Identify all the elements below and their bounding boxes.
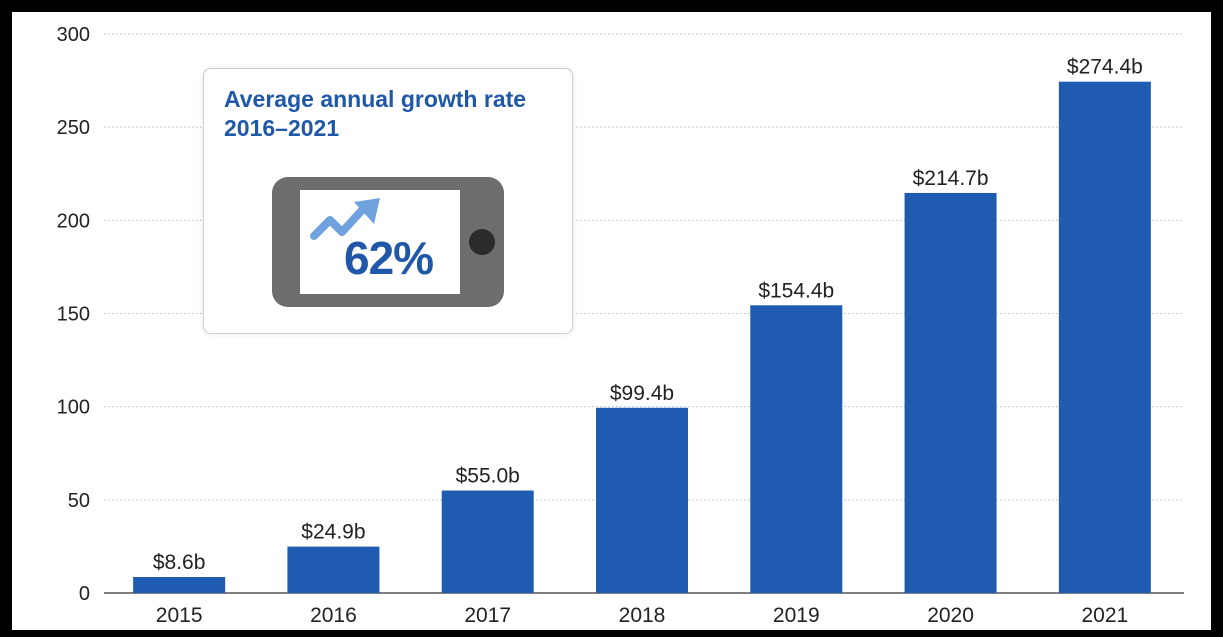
x-tick-label: 2019 bbox=[773, 604, 820, 627]
bar bbox=[441, 490, 534, 593]
y-tick-label: 0 bbox=[79, 583, 90, 605]
bar-value-label: $24.9b bbox=[301, 521, 365, 544]
y-tick-label: 50 bbox=[68, 490, 90, 512]
bar bbox=[133, 576, 226, 593]
bar bbox=[596, 407, 688, 593]
phone-icon: 62% bbox=[272, 177, 504, 307]
bar bbox=[1058, 81, 1151, 594]
x-tick-label: 2020 bbox=[927, 604, 974, 627]
bar bbox=[904, 192, 997, 594]
growth-callout: Average annual growth rate 2016–2021 62% bbox=[203, 68, 573, 334]
bar bbox=[287, 546, 380, 593]
y-tick-label: 150 bbox=[57, 304, 90, 326]
x-tick-label: 2021 bbox=[1081, 604, 1128, 627]
bar-value-label: $154.4b bbox=[758, 279, 834, 302]
callout-title: Average annual growth rate 2016–2021 bbox=[224, 86, 527, 141]
trend-up-arrow-icon bbox=[310, 198, 380, 240]
y-tick-label: 250 bbox=[57, 117, 90, 139]
y-tick-label: 300 bbox=[57, 24, 90, 46]
chart-frame: 0 50 100 150 200 250 300 $8.6b 2015 $24.9b 2016 $55… bbox=[12, 12, 1211, 630]
x-tick-label: 2016 bbox=[310, 604, 357, 627]
y-tick-label: 100 bbox=[57, 397, 90, 419]
bar-value-label: $99.4b bbox=[610, 382, 674, 405]
bar-chart: 0 50 100 150 200 250 300 $8.6b 2015 $24.9b 2016 $55… bbox=[57, 24, 1184, 627]
x-tick-label: 2015 bbox=[156, 604, 203, 627]
bar bbox=[750, 305, 843, 593]
x-tick-label: 2018 bbox=[619, 604, 666, 627]
phone-home-button bbox=[469, 229, 495, 255]
x-tick-label: 2017 bbox=[464, 604, 511, 627]
bar-value-label: $214.7b bbox=[913, 167, 989, 190]
phone-screen: 62% bbox=[300, 190, 460, 294]
bar-value-label: $55.0b bbox=[456, 465, 520, 488]
y-tick-label: 200 bbox=[57, 210, 90, 232]
bar-value-label: $8.6b bbox=[153, 551, 206, 574]
bar-value-label: $274.4b bbox=[1067, 56, 1143, 79]
growth-rate-value: 62% bbox=[344, 232, 434, 284]
